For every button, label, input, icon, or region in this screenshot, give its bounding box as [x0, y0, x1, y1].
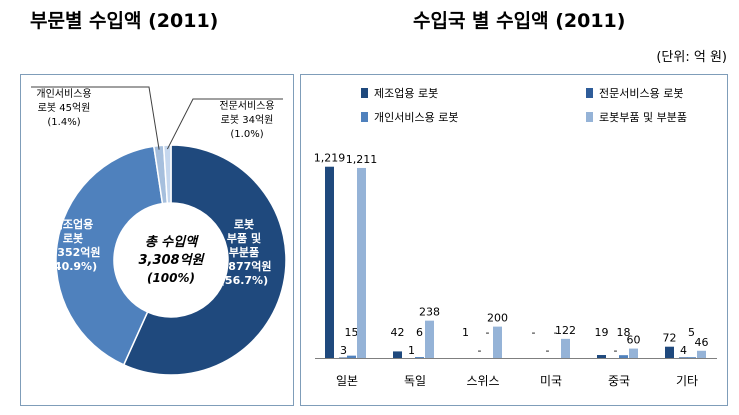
data-label-3-4: -: [554, 326, 558, 339]
donut-label-parts: 부품 및: [227, 231, 261, 245]
donut-chart-panel: 총 수입액 3,308억원 (100%) 로봇 부품 및 부분품 1,877억원 (56.7%…: [20, 74, 294, 406]
category-label-3: 스위스: [466, 374, 499, 388]
legend-label-2: 전문서비스용 로봇: [599, 87, 683, 100]
bar-1-1: [325, 166, 334, 358]
data-label-3-6: 5: [688, 326, 695, 339]
bar-3-2: [415, 357, 424, 358]
legend-swatch-3: [361, 112, 368, 122]
bar-1-2: [393, 351, 402, 358]
data-label-1-4: -: [532, 326, 536, 339]
data-label-2-6: 4: [680, 344, 687, 357]
data-label-4-6: 46: [695, 336, 709, 349]
donut-label-parts: 로봇: [234, 218, 254, 231]
data-label-3-1: 15: [345, 326, 359, 339]
donut-center-title: 총 수입액: [145, 234, 199, 250]
data-label-2-5: -: [614, 344, 618, 357]
category-label-2: 독일: [404, 374, 426, 388]
donut-label-manufacturing: (40.9%): [49, 260, 97, 273]
category-label-5: 중국: [608, 374, 630, 388]
donut-label-professional-service: 로봇 34억원: [221, 114, 274, 126]
leader-line-personal-service: [31, 86, 160, 150]
bar-3-6: [687, 357, 696, 358]
unit-label: (단위: 억 원): [656, 50, 727, 65]
donut-slice-4: [162, 144, 172, 204]
donut-label-manufacturing: 제조업용: [53, 217, 93, 231]
data-label-4-4: 122: [555, 324, 576, 337]
bar-4-5: [629, 348, 638, 358]
bar-2-6: [679, 357, 688, 358]
bar-4-4: [561, 338, 570, 358]
data-label-1-5: 19: [595, 326, 609, 339]
bar-1-6: [665, 346, 674, 358]
data-label-1-2: 42: [391, 326, 405, 339]
legend-label-1: 제조업용 로봇: [374, 87, 438, 100]
data-label-1-3: 1: [462, 326, 469, 339]
data-label-3-5: 18: [617, 326, 631, 339]
legend-label-3: 개인서비스용 로봇: [374, 111, 458, 124]
category-label-6: 기타: [676, 374, 698, 388]
donut-slice-2: [55, 145, 164, 366]
donut-center-value: 3,308억원: [138, 252, 205, 268]
legend-swatch-4: [586, 112, 593, 122]
legend-swatch-1: [361, 88, 368, 98]
donut-label-personal-service: (1.4%): [47, 117, 80, 128]
legend-label-4: 로봇부품 및 부분품: [599, 111, 687, 124]
bar-4-2: [425, 320, 434, 358]
data-label-2-4: -: [546, 344, 550, 357]
donut-label-manufacturing: 1,352억원: [45, 245, 100, 259]
bar-3-1: [347, 355, 356, 358]
bar-3-5: [619, 355, 628, 358]
donut-label-professional-service: 전문서비스용: [219, 100, 274, 112]
bar-4-3: [493, 326, 502, 358]
data-label-1-6: 72: [663, 332, 677, 345]
donut-slice-1: [122, 144, 287, 376]
category-label-1: 일본: [336, 374, 358, 388]
data-label-2-1: 3: [340, 344, 347, 357]
donut-label-parts: 부분품: [229, 246, 259, 259]
data-label-2-2: 1: [408, 344, 415, 357]
bar-4-1: [357, 167, 366, 358]
donut-center-percent: (100%): [147, 271, 195, 285]
bar-1-5: [597, 355, 606, 358]
left-chart-title: 부문별 수입액 (2011): [30, 10, 219, 32]
donut-label-parts: (56.7%): [220, 274, 268, 287]
donut-label-manufacturing: 로봇: [63, 232, 83, 245]
data-label-4-1: 1,211: [346, 153, 378, 166]
donut-label-personal-service: 개인서비스용: [36, 88, 91, 100]
donut-label-personal-service: 로봇 45억원: [38, 102, 91, 114]
legend-swatch-2: [586, 88, 593, 98]
right-chart-title: 수입국 별 수입액 (2011): [413, 10, 626, 32]
data-label-2-3: -: [478, 344, 482, 357]
bar-4-6: [697, 350, 706, 358]
data-label-4-5: 60: [627, 334, 641, 347]
data-label-3-3: -: [486, 326, 490, 339]
donut-label-professional-service: (1.0%): [230, 129, 263, 140]
data-label-4-2: 238: [419, 306, 440, 319]
donut-label-parts: 1,877억원: [216, 259, 271, 273]
data-label-3-2: 6: [416, 326, 423, 339]
data-label-1-1: 1,219: [314, 152, 346, 165]
leader-line-professional-service: [166, 98, 283, 150]
data-label-4-3: 200: [487, 312, 508, 325]
category-label-4: 미국: [540, 374, 562, 388]
